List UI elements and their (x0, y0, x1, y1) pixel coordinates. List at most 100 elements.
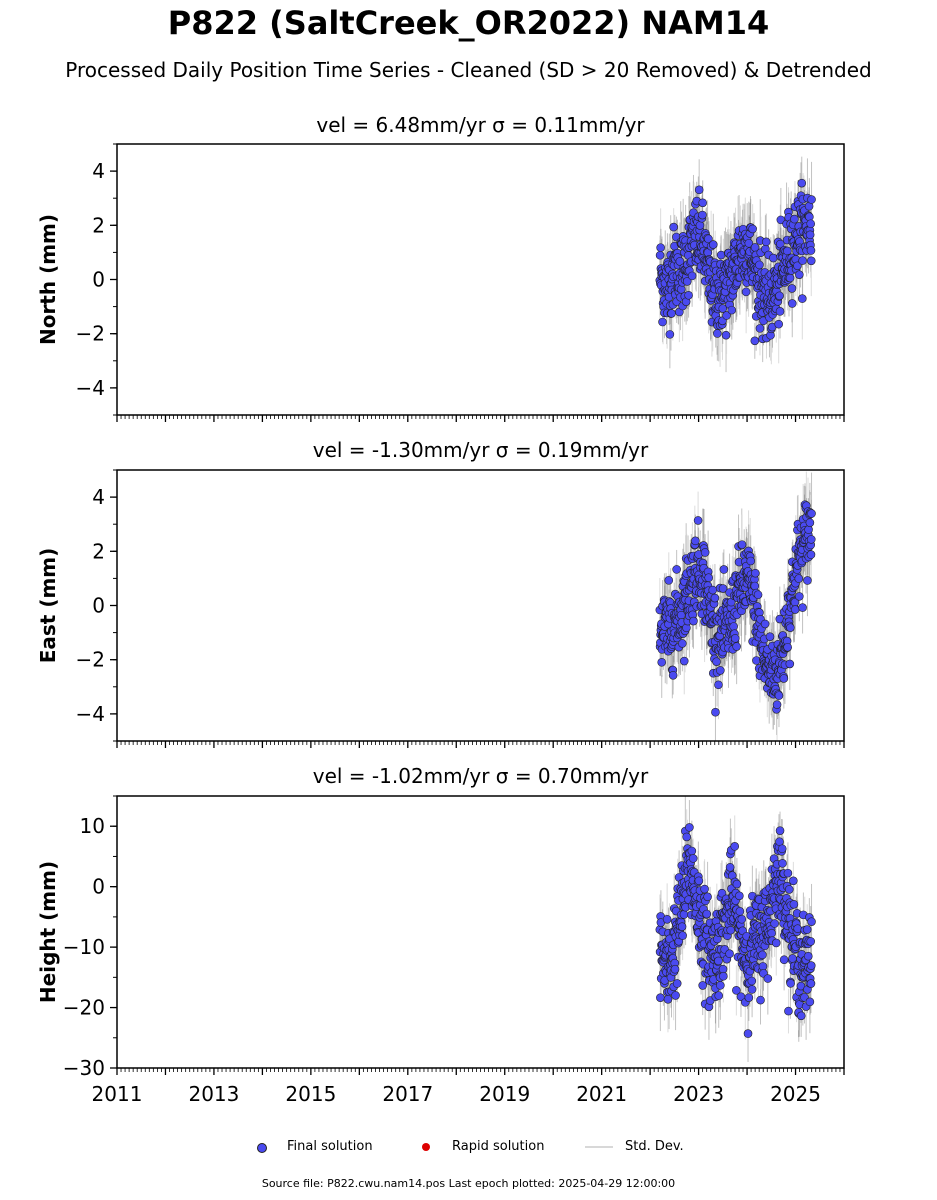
data-point (682, 832, 691, 842)
data-point (663, 994, 673, 1004)
data-point (775, 291, 784, 301)
page-subtitle: Processed Daily Position Time Series - C… (65, 58, 872, 82)
legend-final-label: Final solution (287, 1139, 373, 1154)
data-point (804, 525, 813, 534)
data-point (716, 981, 725, 990)
data-point (793, 261, 802, 271)
data-point (730, 842, 740, 851)
data-point (655, 250, 665, 260)
data-point (806, 246, 816, 255)
y-tick-label: 4 (92, 485, 105, 509)
data-point (774, 691, 784, 700)
data-point (779, 955, 789, 965)
data-point (794, 574, 804, 583)
y-tick-label: −4 (76, 376, 105, 400)
data-point (798, 294, 807, 303)
data-point (737, 540, 747, 549)
data-point (795, 592, 804, 601)
data-point (806, 550, 816, 559)
x-tick-label: 2019 (479, 1082, 530, 1106)
data-point (704, 573, 713, 582)
data-point (806, 961, 816, 970)
data-point (714, 991, 724, 1000)
x-tick-label: 2017 (382, 1082, 433, 1106)
data-point (783, 868, 793, 878)
data-point (803, 576, 812, 585)
data-point (741, 287, 751, 297)
data-point (730, 634, 740, 643)
data-point (789, 899, 799, 909)
data-point (798, 256, 807, 265)
data-point (687, 271, 697, 281)
data-point (668, 670, 678, 680)
data-point (793, 924, 802, 934)
data-point (656, 243, 665, 252)
data-point (713, 329, 722, 338)
data-point (789, 876, 798, 886)
panel-title: vel = 6.48mm/yr σ = 0.11mm/yr (316, 113, 645, 137)
data-point (771, 938, 781, 948)
data-point (790, 214, 799, 224)
legend-rapid-label: Rapid solution (452, 1139, 545, 1154)
data-point (737, 914, 747, 924)
data-point (750, 336, 760, 346)
data-point (708, 240, 718, 249)
data-point (775, 307, 785, 316)
data-point (805, 212, 814, 222)
data-point (671, 991, 680, 1000)
data-point (735, 907, 745, 916)
data-point (719, 971, 728, 981)
y-axis-label: Height (mm) (36, 861, 60, 1003)
data-point (667, 309, 676, 318)
data-point (694, 185, 704, 195)
data-point (678, 931, 687, 940)
data-point (669, 222, 678, 232)
y-axis-label: East (mm) (36, 548, 60, 664)
data-point (790, 605, 800, 614)
data-point (725, 949, 734, 959)
data-point (746, 556, 756, 566)
data-point (805, 518, 815, 527)
data-point (798, 603, 807, 612)
data-point (775, 837, 784, 846)
data-point (679, 910, 689, 919)
data-point (694, 876, 704, 886)
data-point (805, 230, 815, 240)
y-axis-label: North (mm) (36, 214, 60, 345)
x-tick-label: 2011 (92, 1082, 143, 1106)
y-tick-label: 0 (92, 594, 105, 618)
data-point (776, 239, 785, 249)
data-point (693, 516, 703, 525)
data-point (783, 642, 792, 652)
data-point (735, 891, 744, 901)
data-point (695, 221, 705, 230)
data-point (703, 892, 712, 902)
data-point (672, 565, 681, 574)
data-point (795, 270, 804, 279)
data-point (700, 548, 710, 557)
data-point (743, 1029, 753, 1038)
std-dev-line-marker (585, 1146, 613, 1148)
data-point (747, 985, 757, 994)
data-point (732, 986, 741, 995)
y-tick-label: 4 (92, 159, 105, 183)
data-point (807, 509, 816, 518)
x-tick-label: 2023 (673, 1082, 724, 1106)
panel-title: vel = -1.02mm/yr σ = 0.70mm/yr (313, 764, 649, 788)
data-point (755, 260, 764, 270)
data-points (655, 178, 816, 346)
data-point (672, 979, 682, 988)
data-point (657, 657, 667, 667)
data-point (710, 593, 720, 603)
data-point (768, 253, 778, 263)
data-point (765, 632, 775, 641)
data-point (797, 178, 807, 188)
data-point (806, 256, 816, 266)
data-point (744, 238, 754, 248)
legend-std-label: Std. Dev. (625, 1139, 684, 1154)
data-point (719, 565, 729, 574)
y-tick-label: −30 (63, 1056, 105, 1080)
data-point (806, 937, 816, 946)
data-point (698, 198, 708, 208)
data-point (726, 925, 735, 935)
